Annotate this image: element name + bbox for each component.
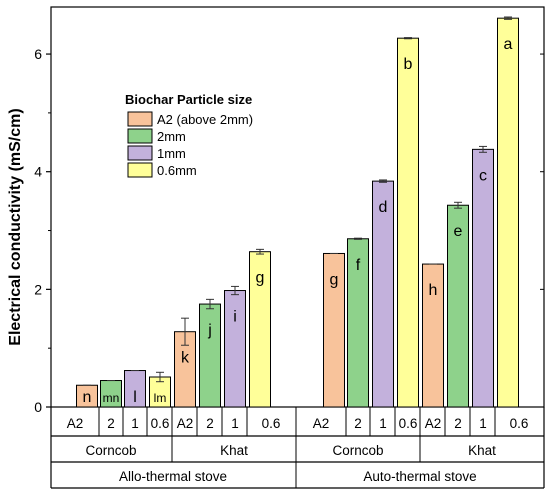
significance-letter: b — [404, 56, 413, 73]
significance-letter: e — [454, 223, 463, 240]
size-label: 0.6 — [510, 416, 529, 431]
size-label: 2 — [206, 416, 214, 431]
size-label: 0.6 — [399, 416, 418, 431]
legend-title: Biochar Particle size — [125, 92, 252, 107]
significance-letter: l — [133, 389, 137, 406]
y-tick-label: 2 — [34, 281, 42, 297]
bar-khat-0.6 — [497, 17, 519, 408]
size-label: A2 — [425, 416, 442, 431]
legend-label: 1mm — [157, 146, 186, 161]
significance-letter: f — [356, 257, 361, 274]
size-label: 1 — [379, 416, 387, 431]
size-label: 2 — [107, 416, 115, 431]
size-label: A2 — [313, 416, 330, 431]
significance-letter: a — [504, 36, 513, 53]
feedstock-label: Corncob — [332, 443, 383, 458]
size-label: 2 — [354, 416, 362, 431]
legend-swatch — [127, 162, 153, 178]
legend: Biochar Particle size A2 (above 2mm) 2mm 1m… — [125, 92, 253, 178]
legend-label: 2mm — [157, 129, 186, 144]
y-axis-title-group: Electrical conductivity (mS/cm) — [7, 108, 24, 345]
plot-border — [50, 6, 545, 408]
significance-letter: g — [256, 270, 265, 287]
y-axis-title: Electrical conductivity (mS/cm) — [7, 108, 24, 345]
plot-frame — [50, 6, 545, 408]
size-label: 1 — [231, 416, 239, 431]
significance-letter: c — [479, 167, 487, 184]
size-label: 2 — [454, 416, 462, 431]
significance-letter: h — [429, 282, 438, 299]
feedstock-label: Khat — [220, 443, 248, 458]
size-label: 0.6 — [262, 416, 281, 431]
legend-label: A2 (above 2mm) — [157, 112, 253, 127]
significance-letter: d — [379, 199, 388, 216]
significance-letter: mn — [103, 391, 120, 405]
significance-letter: n — [83, 389, 92, 406]
size-label: 1 — [479, 416, 487, 431]
bar-corncob-0.6 — [397, 37, 419, 408]
legend-swatch — [127, 128, 153, 144]
size-label: A2 — [67, 416, 84, 431]
stove-label: Auto-thermal stove — [363, 469, 476, 484]
feedstock-label: Corncob — [85, 443, 136, 458]
bar-khat-2 — [199, 303, 221, 408]
legend-label: 0.6mm — [157, 163, 197, 178]
significance-letter: lm — [154, 391, 167, 405]
size-label: 1 — [131, 416, 139, 431]
y-tick-label: 6 — [34, 46, 42, 62]
significance-letter: j — [207, 322, 212, 339]
category-axis-table: A2 2 1 0.6 A2 2 1 0.6 A2 2 1 0.6 A2 2 1 0.6 Corncob Khat C… — [50, 407, 545, 489]
size-label: A2 — [177, 416, 194, 431]
stove-label: Allo-thermal stove — [119, 469, 227, 484]
y-axis-ticks: 0 2 4 6 — [34, 46, 544, 415]
size-label: 0.6 — [151, 416, 170, 431]
y-tick-label: 4 — [34, 164, 42, 180]
significance-letter: i — [233, 309, 237, 326]
y-tick-label: 0 — [34, 399, 42, 415]
legend-swatch — [127, 111, 153, 127]
significance-letter: g — [330, 271, 339, 288]
bar-khat-1 — [472, 148, 494, 408]
significance-letter: k — [181, 350, 190, 367]
legend-swatch — [127, 145, 153, 161]
feedstock-label: Khat — [468, 443, 496, 458]
